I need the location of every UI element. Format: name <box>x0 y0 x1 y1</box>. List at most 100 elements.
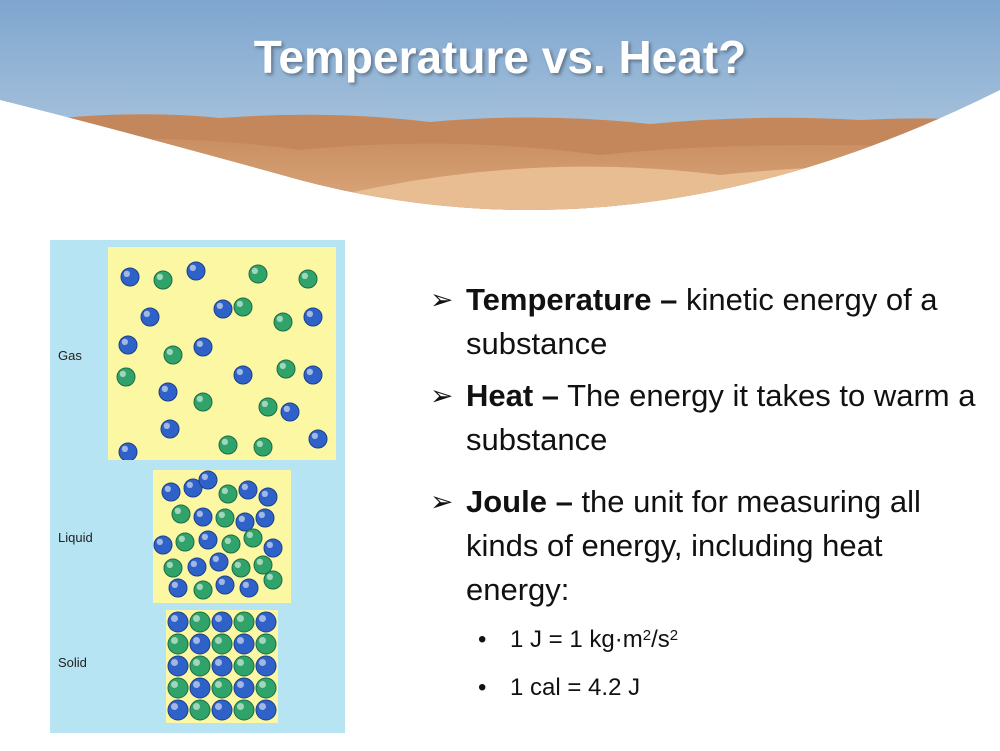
particle-highlight <box>215 637 222 644</box>
blue-particle <box>160 419 180 439</box>
green-particle <box>215 508 235 528</box>
green-particle <box>171 504 191 524</box>
blue-particle <box>189 677 211 699</box>
blue-particle <box>198 470 218 490</box>
particle-highlight <box>261 400 268 407</box>
particle-highlight <box>193 703 200 710</box>
green-particle <box>231 558 251 578</box>
particle-highlight <box>216 302 223 309</box>
particle-highlight <box>234 561 241 568</box>
particle-highlight <box>196 395 203 402</box>
blue-particle <box>263 538 283 558</box>
particle-highlight <box>237 615 244 622</box>
blue-particle <box>140 307 160 327</box>
blue-particle <box>211 611 233 633</box>
blue-particle <box>303 365 323 385</box>
blue-particle <box>213 299 233 319</box>
particle-highlight <box>171 581 178 588</box>
blue-particle <box>255 655 277 677</box>
bullet-heat: ➢ Heat – The energy it takes to warm a s… <box>430 374 990 462</box>
particle-highlight <box>164 485 171 492</box>
liquid-particles <box>153 470 283 600</box>
particle-highlight <box>259 703 266 710</box>
green-particle <box>189 699 211 721</box>
particle-highlight <box>171 659 178 666</box>
blue-particle <box>233 677 255 699</box>
definition-joule: the unit for measuring all kinds of ener… <box>466 484 921 607</box>
blue-particle <box>280 402 300 422</box>
blue-particle <box>167 699 189 721</box>
sub-bullet-joule-si: • 1 J = 1 kg·m2/s2 <box>430 620 990 660</box>
green-particle <box>167 677 189 699</box>
green-particle <box>255 633 277 655</box>
blue-particle <box>303 307 323 327</box>
particle-highlight <box>306 310 313 317</box>
liquid-box <box>153 470 291 603</box>
particle-highlight <box>212 555 219 562</box>
blue-particle <box>255 508 275 528</box>
blue-particle <box>118 442 138 460</box>
green-particle <box>116 367 136 387</box>
green-particle <box>167 633 189 655</box>
blue-particle <box>161 482 181 502</box>
green-particle <box>276 359 296 379</box>
green-particle <box>211 633 233 655</box>
blue-particle <box>239 578 259 598</box>
bullet-temperature: ➢ Temperature – kinetic energy of a subs… <box>430 278 990 366</box>
particle-highlight <box>166 348 173 355</box>
term-temperature: Temperature – <box>466 282 678 317</box>
definition-temperature: kinetic energy of a substance <box>466 282 938 361</box>
dot-bullet-icon: • <box>478 626 487 653</box>
green-particle <box>298 269 318 289</box>
particle-highlight <box>171 637 178 644</box>
particle-highlight <box>237 659 244 666</box>
particle-highlight <box>193 637 200 644</box>
green-particle <box>193 580 213 600</box>
particle-highlight <box>283 405 290 412</box>
blue-particle <box>233 365 253 385</box>
blue-particle <box>158 382 178 402</box>
particle-highlight <box>259 615 266 622</box>
blue-particle <box>209 552 229 572</box>
solid-label: Solid <box>58 655 87 670</box>
particle-highlight <box>189 264 196 271</box>
particle-highlight <box>163 422 170 429</box>
gas-box <box>108 247 336 460</box>
particle-highlight <box>143 310 150 317</box>
particle-highlight <box>171 703 178 710</box>
bullet-joule: ➢ Joule – the unit for measuring all kin… <box>430 480 990 612</box>
particle-highlight <box>171 615 178 622</box>
blue-particle <box>198 530 218 550</box>
particle-highlight <box>201 533 208 540</box>
blue-particle <box>193 337 213 357</box>
particle-highlight <box>161 385 168 392</box>
blue-particle <box>211 699 233 721</box>
particle-highlight <box>196 510 203 517</box>
blue-particle <box>167 611 189 633</box>
joule-formula-exp1: 2 <box>642 627 652 644</box>
green-particle <box>273 312 293 332</box>
blue-particle <box>168 578 188 598</box>
desert-image <box>0 0 1000 210</box>
green-particle <box>255 677 277 699</box>
particle-highlight <box>237 637 244 644</box>
particle-highlight <box>241 483 248 490</box>
green-particle <box>211 677 233 699</box>
green-particle <box>163 345 183 365</box>
green-particle <box>233 297 253 317</box>
joule-formula-exp2: 2 <box>669 627 679 644</box>
definition-list: ➢ Temperature – kinetic energy of a subs… <box>430 278 990 708</box>
term-heat: Heat – <box>466 378 560 413</box>
arrow-bullet-icon: ➢ <box>430 284 454 315</box>
particle-highlight <box>236 300 244 307</box>
particle-highlight <box>171 681 178 688</box>
solid-particles <box>167 611 277 721</box>
particle-highlight <box>215 615 222 622</box>
particle-highlight <box>186 481 193 488</box>
blue-particle <box>120 267 140 287</box>
blue-particle <box>187 557 207 577</box>
blue-particle <box>255 699 277 721</box>
arrow-bullet-icon: ➢ <box>430 380 454 411</box>
particle-highlight <box>261 490 268 497</box>
dot-bullet-icon: • <box>478 674 487 701</box>
